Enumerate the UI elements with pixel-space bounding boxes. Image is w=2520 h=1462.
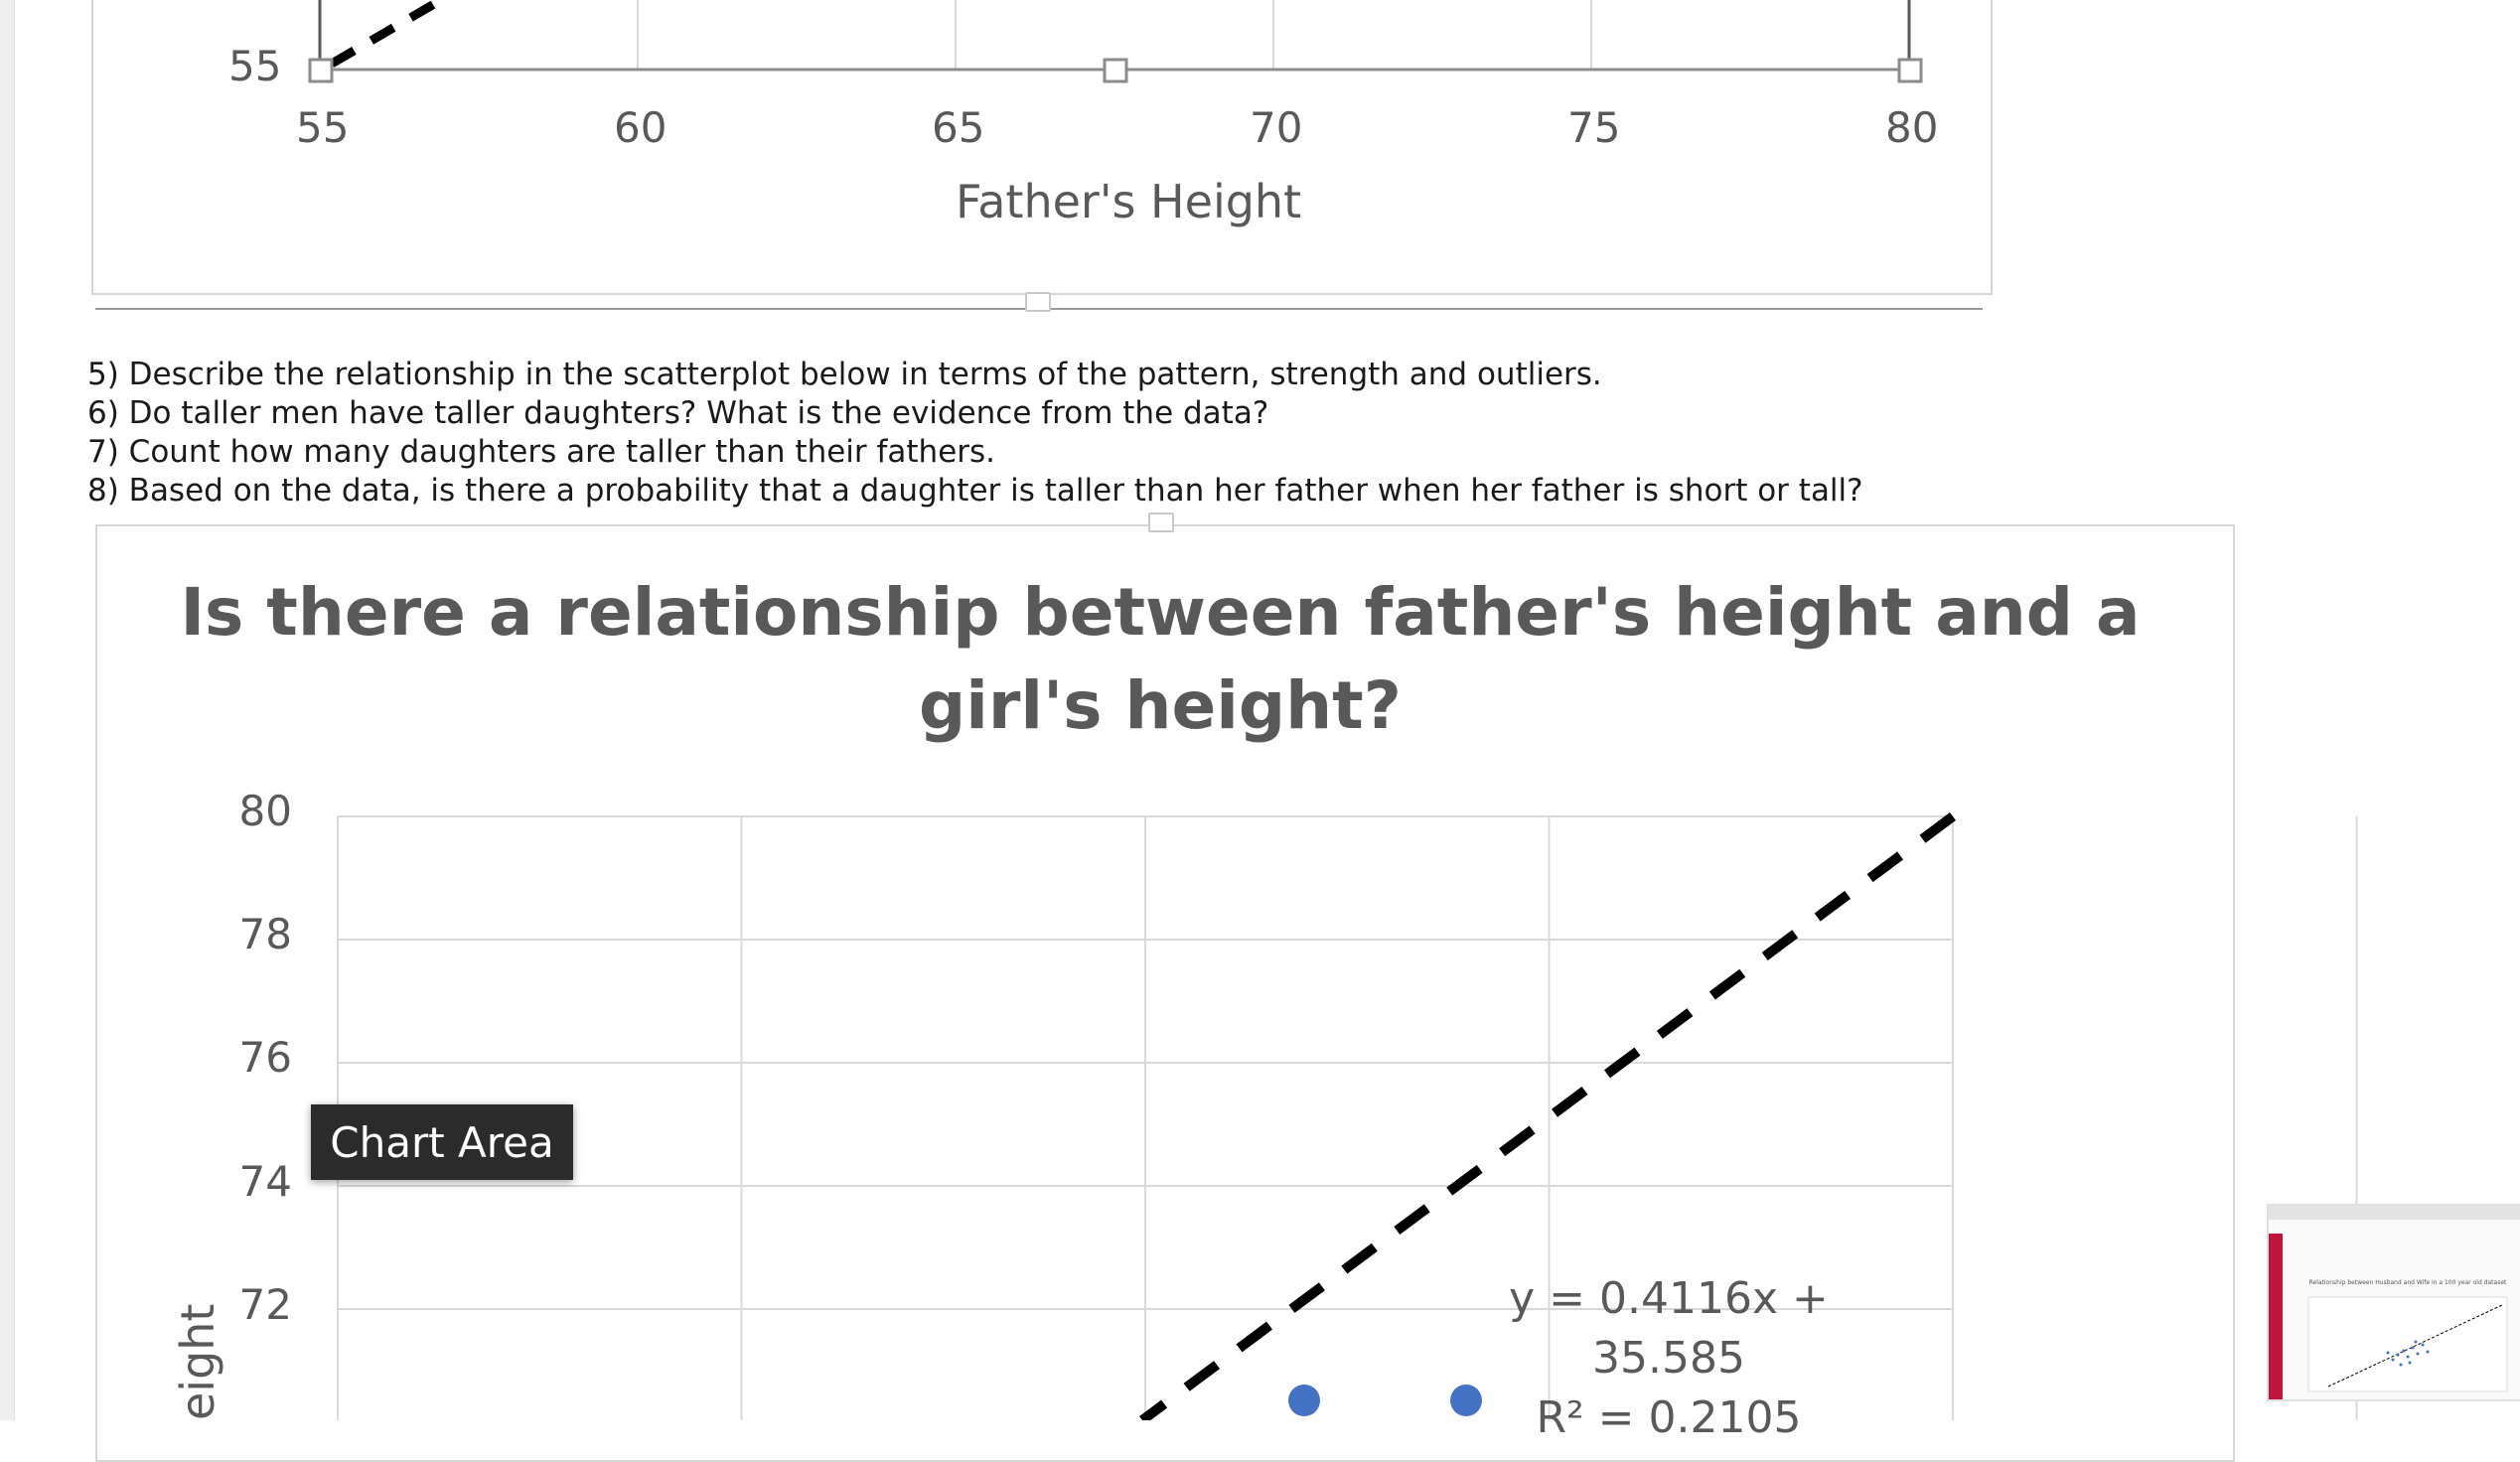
- chart-title-line-2: girl's height?: [919, 667, 1402, 744]
- question-5: 5) Describe the relationship in the scat…: [87, 357, 1602, 392]
- ytick-76: 76: [238, 1033, 292, 1082]
- ytick-74: 74: [238, 1157, 292, 1206]
- screenshot-thumbnail[interactable]: Relationship between Husband and Wife in…: [2267, 1204, 2520, 1401]
- thumbnail-chart-title: Relationship between Husband and Wife in…: [2308, 1279, 2507, 1286]
- top-xtick-75: 75: [1567, 103, 1621, 152]
- r-squared-label: R² = 0.2105: [1536, 1392, 1802, 1443]
- chart-title: Is there a relationship between father's…: [167, 566, 2153, 753]
- top-xtick-70: 70: [1250, 103, 1303, 152]
- top-ytick-label: 55: [228, 42, 282, 90]
- chart-area-tooltip: Chart Area: [311, 1104, 573, 1180]
- top-xtick-65: 65: [932, 103, 985, 152]
- top-xtick-80: 80: [1885, 103, 1939, 152]
- ytick-72: 72: [238, 1280, 292, 1329]
- top-xtick-60: 60: [614, 103, 667, 152]
- resize-handle-top[interactable]: [1148, 512, 1174, 532]
- left-window-edge: [0, 0, 15, 1420]
- thumbnail-titlebar: [2269, 1206, 2520, 1220]
- ytick-80: 80: [238, 787, 292, 835]
- top-x-axis-title: Father's Height: [956, 175, 1302, 228]
- thumbnail-chart: [2307, 1296, 2508, 1392]
- top-chart-plot: [308, 0, 1923, 83]
- question-6: 6) Do taller men have taller daughters? …: [87, 395, 1269, 431]
- trendline-formula: y = 0.4116x + 35.585: [1509, 1273, 1829, 1384]
- thumbnail-sidebar: [2269, 1234, 2283, 1399]
- ytick-78: 78: [238, 910, 292, 958]
- y-axis-title: eight: [171, 1303, 224, 1420]
- chart-title-line-1: Is there a relationship between father's…: [180, 574, 2141, 651]
- resize-handle-bottom[interactable]: [1025, 292, 1051, 312]
- top-chart-area[interactable]: [91, 0, 1993, 295]
- question-list[interactable]: 5) Describe the relationship in the scat…: [87, 356, 1863, 511]
- question-8: 8) Based on the data, is there a probabi…: [87, 473, 1863, 509]
- question-7: 7) Count how many daughters are taller t…: [87, 434, 996, 470]
- trendline-equation[interactable]: y = 0.4116x + 35.585 R² = 0.2105: [1450, 1269, 1887, 1448]
- top-xtick-55: 55: [296, 103, 350, 152]
